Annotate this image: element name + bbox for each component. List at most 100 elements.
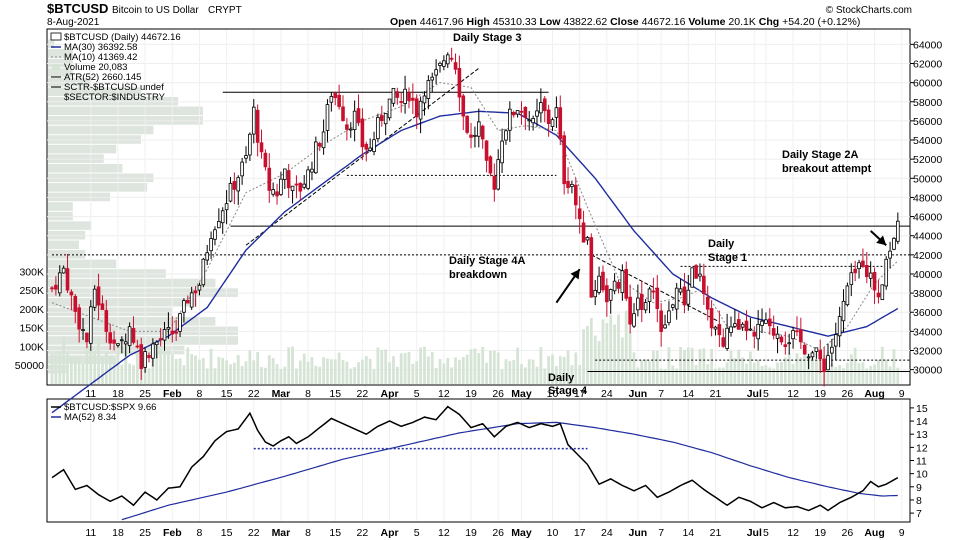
volume-bar xyxy=(880,346,884,384)
price-legend-swatch xyxy=(50,32,62,41)
volume-bar xyxy=(104,352,108,384)
candle-body xyxy=(372,139,376,152)
volume-bar xyxy=(217,356,221,384)
candle-body xyxy=(740,323,745,328)
annotation-stage-1-line2: Stage 1 xyxy=(708,252,747,264)
candle-body xyxy=(220,210,225,224)
volume-bar xyxy=(787,353,791,384)
volume-bar xyxy=(419,347,422,384)
volume-bar xyxy=(229,364,232,384)
volume-bar xyxy=(679,346,682,384)
candle-body xyxy=(162,329,167,341)
candles xyxy=(50,47,900,387)
volume-bar xyxy=(613,324,616,384)
volume-bar xyxy=(345,361,349,384)
candle-body xyxy=(504,130,508,141)
volume-bar xyxy=(186,347,190,384)
volume-bar xyxy=(558,356,562,384)
candle-body xyxy=(799,329,803,343)
candle-body xyxy=(678,288,683,293)
volume-bar xyxy=(667,347,671,384)
candle-body xyxy=(713,326,718,330)
volume-bar xyxy=(496,352,500,384)
date-tick-label-upper: 11 xyxy=(85,388,96,400)
candle-body xyxy=(837,316,842,337)
candle-body xyxy=(791,330,795,340)
candle-body xyxy=(50,287,54,290)
volume-bar xyxy=(267,355,271,384)
date-tick-label-upper: 12 xyxy=(438,388,450,400)
candle-body xyxy=(686,289,691,305)
candle-body xyxy=(147,354,151,359)
candle-body xyxy=(674,287,679,310)
volume-bar xyxy=(434,367,438,384)
candle-body xyxy=(725,327,729,349)
candle-body xyxy=(480,125,485,140)
volume-bar xyxy=(248,350,252,384)
candle-body xyxy=(166,327,171,330)
volume-by-price-bar xyxy=(48,39,55,49)
volume-by-price-bar xyxy=(48,144,117,154)
date-tick-label-lower: 19 xyxy=(465,527,477,539)
volume-bar xyxy=(772,368,776,384)
candle-body xyxy=(123,341,128,345)
candle-body xyxy=(302,183,306,188)
volume-bar xyxy=(415,361,419,384)
candle-body xyxy=(112,339,116,344)
candle-body xyxy=(562,135,566,185)
candle-body xyxy=(659,310,663,332)
volume-bar xyxy=(322,357,325,384)
volume-bar xyxy=(589,318,593,384)
ratio-tick-label: 7 xyxy=(916,508,922,520)
candle-body xyxy=(376,117,380,140)
date-tick-label-lower: 5 xyxy=(763,527,769,539)
volume-tick-label: 100K xyxy=(19,341,44,353)
candle-body xyxy=(519,110,524,113)
date-tick-label-upper: 22 xyxy=(248,388,260,400)
date-tick-label-lower: 8 xyxy=(305,527,311,539)
ratio-tick-label: 12 xyxy=(916,442,928,454)
volume-bar xyxy=(671,365,675,384)
volume-bar xyxy=(551,354,554,384)
candle-body xyxy=(54,284,58,290)
candle-body xyxy=(647,288,652,302)
candle-body xyxy=(830,346,834,354)
price-tick-label: 30000 xyxy=(913,365,942,377)
volume-bar xyxy=(240,365,244,384)
volume-bar xyxy=(357,362,360,384)
volume-bar xyxy=(450,367,454,384)
candle-body xyxy=(403,88,407,104)
volume-bar xyxy=(694,365,698,384)
candle-body xyxy=(841,300,846,322)
chart-date: 8-Aug-2021 xyxy=(47,17,100,28)
volume-bar xyxy=(562,356,566,384)
volume-bar xyxy=(326,358,329,384)
volume-bar xyxy=(388,362,391,384)
volume-bar xyxy=(430,352,434,384)
price-tick-label: 50000 xyxy=(913,173,942,185)
candle-body xyxy=(158,338,163,340)
volume-bar xyxy=(783,357,787,384)
candle-body xyxy=(57,272,62,294)
ratio-tick-label: 8 xyxy=(916,495,922,507)
candle-body xyxy=(407,92,411,101)
candle-body xyxy=(496,159,500,190)
candle-body xyxy=(585,237,590,241)
candle-body xyxy=(469,134,473,138)
volume-bar xyxy=(244,361,248,384)
legend-atr: ATR(52) 2660.145 xyxy=(64,72,141,83)
candle-body xyxy=(896,220,900,242)
volume-bar xyxy=(508,361,512,384)
ma30-line xyxy=(51,110,899,414)
candle-body xyxy=(325,104,330,131)
volume-bar xyxy=(454,357,457,384)
candle-body xyxy=(849,272,854,286)
candle-body xyxy=(294,183,299,186)
price-tick-label: 32000 xyxy=(913,346,942,358)
candle-body xyxy=(880,284,885,300)
candle-body xyxy=(209,238,213,252)
candle-body xyxy=(806,356,811,359)
volume-bar xyxy=(838,365,842,384)
volume-bar xyxy=(167,350,170,384)
volume-bar xyxy=(500,368,504,384)
